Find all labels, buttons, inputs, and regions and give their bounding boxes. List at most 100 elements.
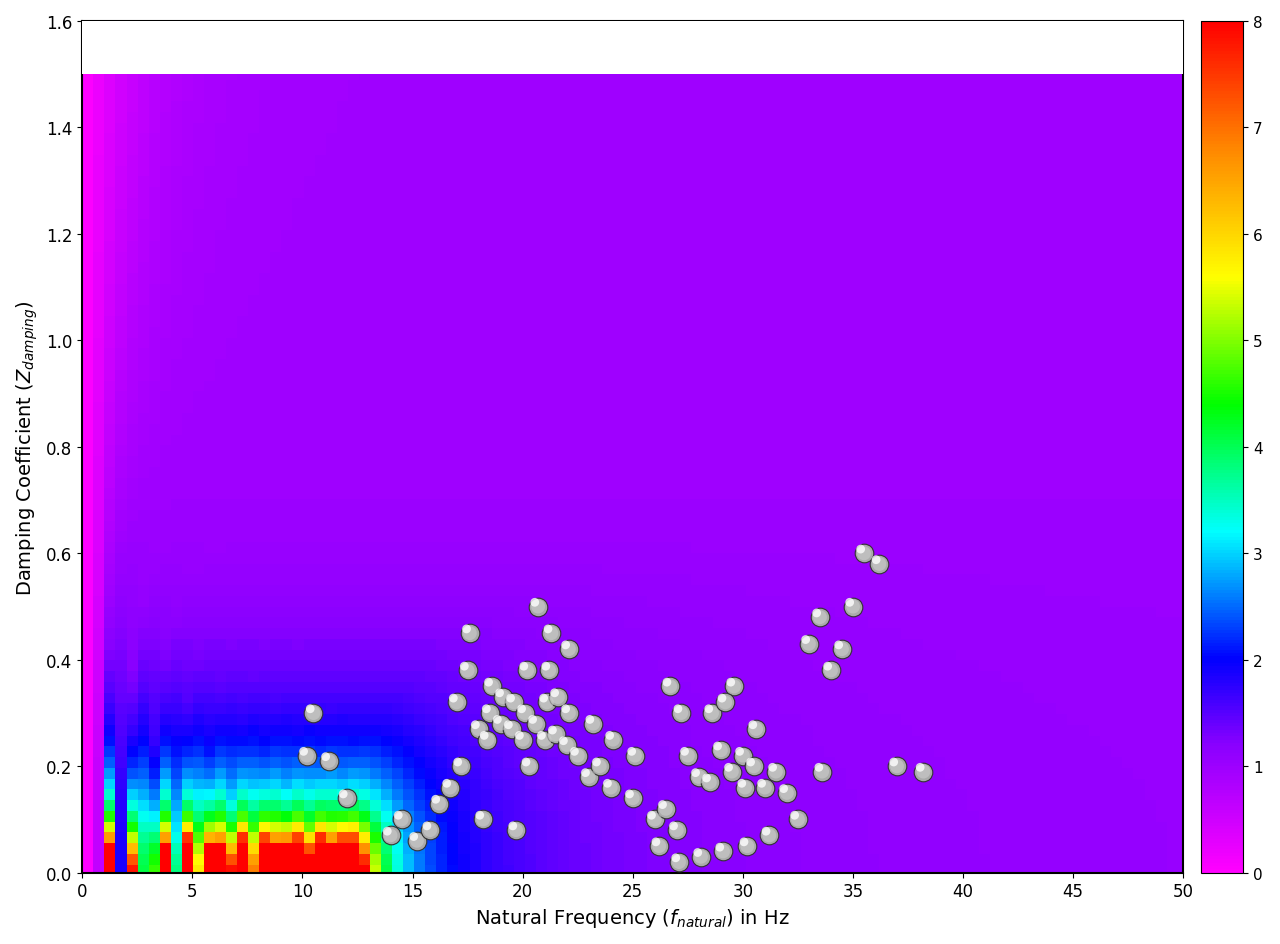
Point — [293, 744, 314, 759]
Point — [392, 812, 412, 827]
Point — [564, 744, 585, 759]
Point — [407, 834, 428, 849]
Point — [744, 759, 764, 774]
Point — [472, 812, 493, 827]
Point — [660, 679, 681, 694]
Point — [818, 659, 838, 674]
Bar — [82, 0, 1183, 76]
Point — [515, 706, 535, 721]
Point — [812, 765, 832, 780]
Point — [436, 776, 457, 791]
Point — [842, 599, 863, 615]
Point — [689, 769, 709, 784]
Point — [722, 765, 742, 780]
Point — [710, 743, 731, 758]
Point — [590, 759, 611, 774]
Point — [319, 753, 339, 768]
Point — [474, 728, 494, 743]
Point — [603, 733, 623, 748]
Point — [777, 785, 797, 801]
Point — [440, 780, 461, 795]
Point — [392, 812, 412, 827]
Point — [536, 695, 557, 710]
Point — [787, 812, 808, 827]
Point — [517, 664, 538, 679]
Point — [457, 664, 477, 679]
Point — [536, 695, 557, 710]
Point — [765, 765, 786, 780]
Point — [451, 759, 471, 774]
Point — [712, 691, 732, 706]
Point — [388, 808, 408, 823]
Point — [795, 632, 815, 648]
Point — [620, 786, 640, 801]
Point — [820, 664, 841, 679]
Point — [699, 701, 719, 716]
Point — [655, 801, 676, 817]
Point — [660, 679, 681, 694]
Point — [663, 818, 684, 834]
Point — [380, 828, 401, 843]
Point — [490, 716, 511, 732]
Point — [799, 636, 819, 651]
Point — [701, 706, 722, 721]
Point — [545, 727, 566, 742]
Point — [544, 685, 564, 700]
Point — [913, 765, 933, 780]
Point — [696, 770, 717, 785]
Point — [468, 721, 489, 736]
Point — [440, 780, 461, 795]
Point — [315, 750, 335, 765]
Point — [579, 769, 599, 784]
Point — [653, 797, 673, 812]
Point — [488, 712, 508, 727]
Point — [832, 642, 852, 657]
Point — [622, 791, 643, 806]
Point — [525, 595, 545, 610]
Point — [558, 642, 579, 657]
Point — [539, 664, 559, 679]
Point — [407, 834, 428, 849]
Point — [755, 824, 776, 839]
Point — [689, 769, 709, 784]
Point — [810, 610, 831, 625]
Point — [580, 712, 600, 727]
Point — [810, 610, 831, 625]
Point — [337, 791, 357, 806]
Point — [865, 552, 886, 567]
Point — [489, 685, 509, 700]
Point — [556, 637, 576, 652]
Point — [677, 749, 698, 764]
Point — [541, 626, 562, 641]
Point — [297, 749, 317, 764]
Point — [708, 739, 728, 754]
Point — [809, 760, 829, 775]
Point — [582, 716, 603, 732]
Point — [621, 744, 641, 759]
Point — [518, 759, 539, 774]
Point — [526, 716, 547, 732]
Point — [451, 759, 471, 774]
Point — [420, 823, 440, 838]
Point — [503, 818, 524, 834]
Point — [685, 766, 705, 781]
Point — [842, 599, 863, 615]
Point — [713, 844, 733, 859]
Point — [535, 733, 556, 748]
Point — [457, 664, 477, 679]
Point — [558, 706, 579, 721]
Point — [506, 823, 526, 838]
Point — [657, 675, 677, 690]
Point — [710, 743, 731, 758]
Point — [300, 701, 320, 716]
Point — [887, 759, 908, 774]
Point — [598, 776, 618, 791]
Point — [518, 759, 539, 774]
Point — [850, 542, 870, 557]
Point — [785, 808, 805, 823]
Point — [910, 760, 931, 775]
Point — [691, 850, 712, 865]
Point — [303, 706, 324, 721]
Point — [668, 854, 689, 869]
Point — [460, 626, 480, 641]
